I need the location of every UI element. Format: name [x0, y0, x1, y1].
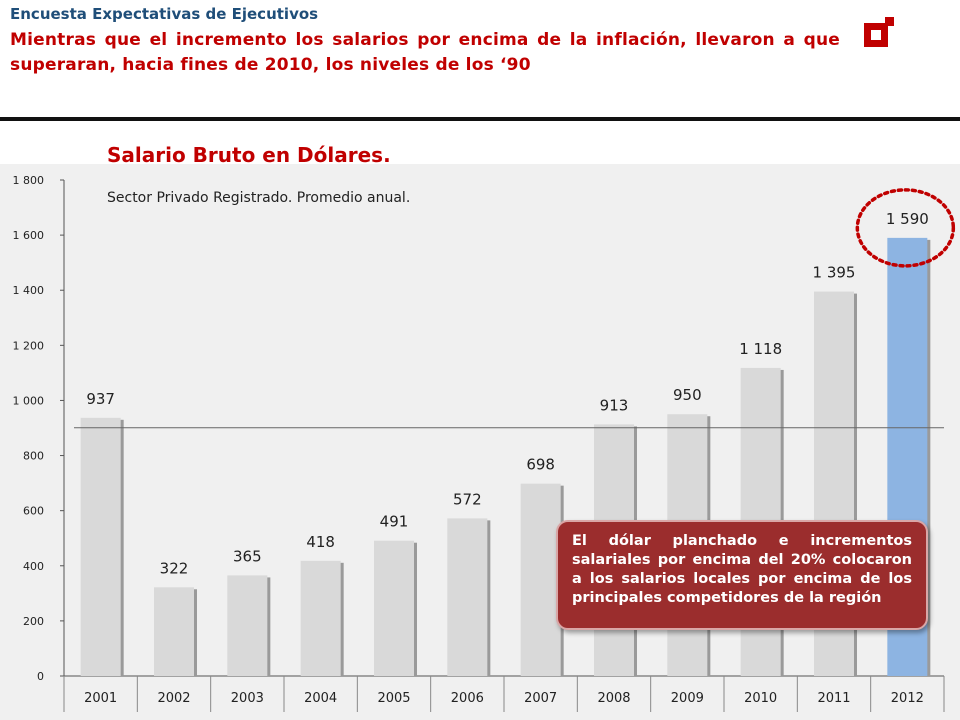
survey-label: Encuesta Expectativas de Ejecutivos: [10, 5, 319, 23]
x-tick-label: 2007: [524, 691, 557, 706]
bar-value-label: 698: [526, 456, 555, 474]
x-tick-label: 2005: [377, 691, 410, 706]
x-tick-label: 2003: [231, 691, 264, 706]
bar-2002: [154, 587, 194, 676]
bar-2005: [374, 540, 414, 676]
bar-2003: [227, 575, 268, 676]
bar-2006: [447, 518, 488, 676]
y-tick-label: 1 200: [13, 339, 45, 352]
bar-2004: [300, 560, 341, 676]
bar-2007: [520, 483, 561, 676]
y-tick-label: 600: [23, 505, 44, 518]
bar-value-label: 913: [600, 396, 629, 414]
bar-value-label: 1 118: [739, 340, 782, 358]
y-tick-label: 800: [23, 450, 44, 463]
bar-2001: [80, 417, 121, 676]
y-tick-label: 1 000: [13, 394, 45, 407]
y-tick-label: 0: [37, 670, 44, 683]
bar-value-label: 322: [160, 559, 189, 577]
x-tick-label: 2006: [451, 691, 484, 706]
headline: Mientras que el incremento los salarios …: [10, 30, 840, 75]
y-tick-label: 200: [23, 615, 44, 628]
bar-value-label: 418: [306, 533, 335, 551]
y-tick-label: 1 400: [13, 284, 45, 297]
x-tick-label: 2001: [84, 691, 117, 706]
chart-subtitle: Sector Privado Registrado. Promedio anua…: [107, 190, 410, 206]
x-tick-label: 2010: [744, 691, 777, 706]
slide-header: Encuesta Expectativas de Ejecutivos Mien…: [0, 0, 960, 122]
bar-chart: 0 200 400 600 800 1 000 1 200 1 400 1 600 1 800 9…: [13, 143, 956, 712]
x-tick-label: 2009: [671, 691, 704, 706]
bar-value-label: 572: [453, 490, 482, 508]
bar-value-label: 491: [380, 513, 409, 531]
y-tick-label: 1 800: [13, 174, 45, 187]
bar-value-label: 950: [673, 386, 702, 404]
x-tick-label: 2002: [157, 691, 190, 706]
x-tick-label: 2012: [891, 691, 924, 706]
x-tick-label: 2011: [817, 691, 850, 706]
bar-value-label: 937: [86, 390, 115, 408]
x-tick-label: 2004: [304, 691, 337, 706]
bar-value-label: 365: [233, 547, 262, 565]
header-divider: [0, 117, 960, 121]
brand-logo-icon: [864, 17, 894, 47]
chart-area: 0 200 400 600 800 1 000 1 200 1 400 1 600 1 800 9…: [0, 143, 960, 720]
y-tick-label: 1 600: [13, 229, 45, 242]
bar-value-label: 1 395: [813, 264, 856, 282]
bar-value-label: 1 590: [886, 210, 929, 228]
y-tick-label: 400: [23, 560, 44, 573]
callout-box: El dólar planchado e incrementos salaria…: [556, 520, 928, 630]
chart-title: Salario Bruto en Dólares.: [107, 143, 391, 167]
x-tick-label: 2008: [597, 691, 630, 706]
highlight-circle: [855, 188, 956, 268]
